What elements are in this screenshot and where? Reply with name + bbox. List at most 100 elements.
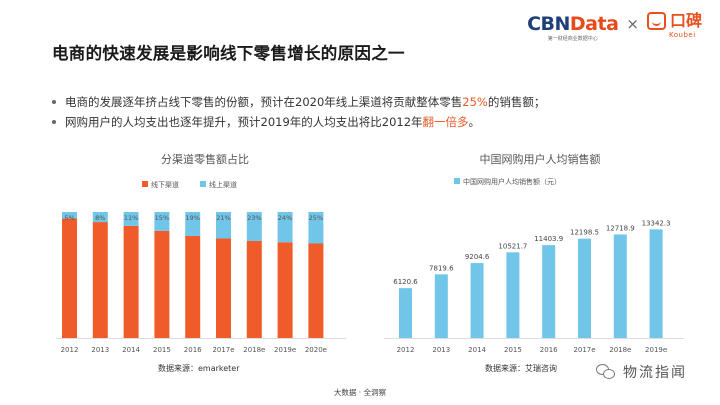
bullet-text-after: 。: [468, 115, 481, 129]
legend-swatch-offline: [142, 181, 148, 187]
bar-offline: [62, 218, 77, 338]
legend-swatch-per-capita: [454, 178, 460, 184]
bullet-list: 电商的发展逐年挤占线下零售的份额，预计在2020年线上渠道将贡献整体零售25%的…: [52, 92, 545, 132]
bar-online: [92, 212, 108, 223]
x-tick-label: 2012: [61, 346, 79, 354]
data-label-online-share: 21%: [216, 214, 230, 222]
bar-offline: [308, 243, 324, 338]
data-label-online-share: 19%: [185, 214, 199, 222]
bullet-highlight: 翻一倍多: [422, 115, 469, 129]
bar-per-capita: [399, 288, 412, 338]
x-tick-label: 2019e: [274, 346, 296, 354]
bullet-text: 网购用户的人均支出也逐年提升，预计2019年的人均支出将比2012年翻一倍多。: [65, 114, 480, 130]
data-label-online-share: 23%: [247, 214, 261, 222]
legend-label-offline: 线下渠道: [151, 180, 179, 189]
chart-title-channel-share: 分渠道零售额占比: [161, 153, 249, 166]
data-logo-text: Data: [569, 13, 619, 35]
bar-online: [308, 212, 324, 244]
x-tick-label: 2012: [397, 346, 415, 354]
channel-share-chart: 线下渠道 线上渠道 5% 2012 8% 2013 11% 2014 15% 2015 19% 201…: [56, 180, 346, 354]
wechat-account-name: 物流指闻: [623, 365, 687, 381]
legend-label-online: 线上渠道: [209, 180, 237, 189]
x-tick-label: 2016: [184, 346, 202, 354]
bullet-text-before: 网购用户的人均支出也逐年提升，预计2019年的人均支出将比2012年: [65, 115, 423, 129]
data-label-online-share: 15%: [155, 214, 169, 222]
page-title: 电商的快速发展是影响线下零售增长的原因之一: [52, 44, 405, 63]
koubei-name: 口碑: [669, 11, 702, 30]
data-label-per-capita: 13342.3: [642, 219, 671, 227]
bar-offline: [216, 238, 231, 338]
cbndata-logo: CBNData 第一财经商业数据中心: [527, 13, 619, 42]
brand-separator: ×: [626, 15, 639, 33]
bullet-text-after: 的销售额；: [487, 95, 546, 109]
legend-label-per-capita: 中国网购用户人均销售额（元）: [463, 177, 561, 186]
bar-offline: [277, 242, 293, 338]
bar-per-capita: [506, 252, 520, 338]
bar-per-capita: [470, 263, 484, 338]
bar-online: [216, 212, 231, 239]
bar-offline: [154, 230, 170, 338]
bullet-text: 电商的发展逐年挤占线下零售的份额，预计在2020年线上渠道将贡献整体零售25%的…: [65, 94, 545, 110]
bar-online: [123, 212, 139, 226]
bar-online: [246, 212, 262, 241]
data-label-online-share: 24%: [278, 214, 292, 222]
data-label-online-share: 11%: [124, 214, 138, 222]
data-label-per-capita: 12198.5: [570, 229, 599, 237]
cbndata-subtitle: 第一财经商业数据中心: [547, 36, 598, 42]
chart-source-right: 数据来源：艾瑞咨询: [485, 364, 557, 373]
x-tick-label: 2019e: [645, 346, 667, 354]
x-tick-label: 2014: [468, 346, 486, 354]
wechat-icon: [596, 363, 616, 381]
data-label-per-capita: 9204.6: [465, 253, 490, 261]
bar-online: [277, 212, 293, 243]
x-tick-label: 2015: [153, 346, 171, 354]
per-capita-sales-chart: 中国网购用户人均销售额（元） 6120.6 2012 7819.6 2013 9204.6…: [384, 177, 684, 354]
x-tick-label: 2018e: [243, 346, 265, 354]
chart-source-left: 数据来源：emarketer: [158, 364, 240, 373]
data-label-online-share: 5%: [64, 214, 74, 222]
bar-per-capita: [578, 238, 591, 338]
bar-offline: [92, 222, 108, 338]
bar-online: [154, 212, 170, 231]
bar-per-capita: [613, 234, 627, 338]
data-label-per-capita: 11403.9: [534, 235, 563, 243]
legend-swatch-online: [200, 181, 206, 187]
bullet-text-before: 电商的发展逐年挤占线下零售的份额，预计在2020年线上渠道将贡献整体零售: [65, 95, 463, 109]
bar-per-capita: [649, 229, 663, 338]
chart-title-per-capita: 中国网购用户人均销售额: [479, 153, 601, 166]
brand-logos: CBNData 第一财经商业数据中心 × 口碑 Koubei: [527, 12, 702, 48]
data-label-online-share: 25%: [309, 214, 323, 222]
bullet-item: 网购用户的人均支出也逐年提升，预计2019年的人均支出将比2012年翻一倍多。: [52, 112, 545, 132]
data-label-per-capita: 12718.9: [606, 224, 635, 232]
x-tick-label: 2020e: [305, 346, 327, 354]
bar-offline: [123, 225, 139, 338]
x-tick-label: 2015: [504, 346, 522, 354]
x-tick-label: 2018e: [609, 346, 631, 354]
bar-per-capita: [542, 245, 556, 338]
koubei-smile-icon: [646, 12, 666, 30]
data-label-per-capita: 7819.6: [429, 264, 454, 272]
bullet-highlight: 25%: [462, 95, 488, 109]
x-tick-label: 2014: [122, 346, 140, 354]
bar-online: [185, 212, 201, 236]
data-label-online-share: 8%: [95, 214, 105, 222]
x-tick-label: 2013: [432, 346, 450, 354]
x-tick-label: 2017e: [573, 346, 595, 354]
cbn-logo-text: CBN: [527, 13, 570, 35]
bullet-item: 电商的发展逐年挤占线下零售的份额，预计在2020年线上渠道将贡献整体零售25%的…: [52, 92, 545, 112]
bar-offline: [246, 240, 262, 338]
x-tick-label: 2016: [540, 346, 558, 354]
koubei-subtitle: Koubei: [668, 31, 696, 39]
data-label-per-capita: 10521.7: [498, 242, 527, 250]
data-label-per-capita: 6120.6: [393, 278, 418, 286]
bar-online: [62, 212, 77, 219]
footer-tagline: 大数据 · 全洞察: [333, 388, 387, 397]
x-tick-label: 2017e: [212, 346, 234, 354]
bullet-dot-icon: [52, 120, 56, 124]
bullet-dot-icon: [52, 100, 56, 104]
bar-offline: [185, 235, 201, 338]
wechat-badge: 物流指闻: [596, 362, 687, 382]
bar-per-capita: [434, 274, 448, 338]
koubei-logo: 口碑 Koubei: [646, 11, 702, 39]
x-tick-label: 2013: [91, 346, 109, 354]
